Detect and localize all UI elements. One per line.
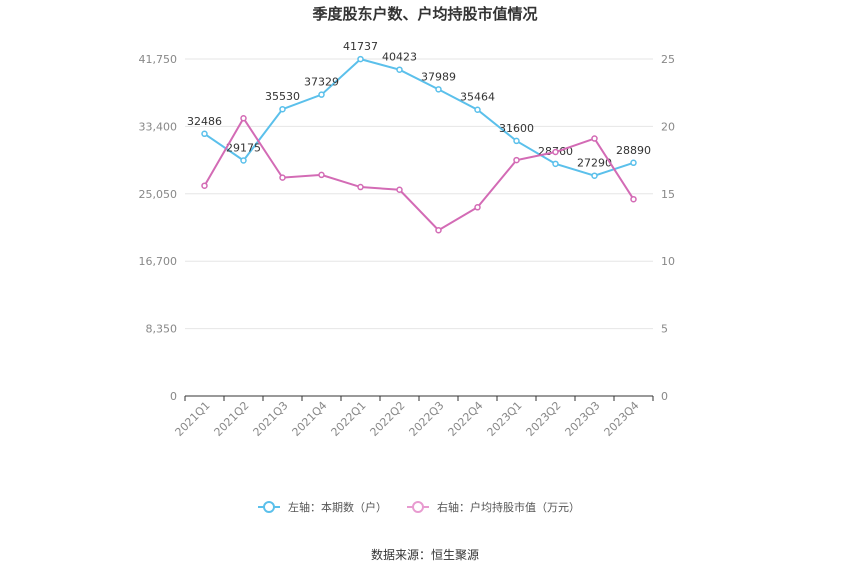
x-tick-label: 2023Q4 bbox=[602, 399, 642, 439]
point-avg-value bbox=[435, 226, 442, 234]
legend-label-households: 左轴：本期数（户） bbox=[288, 500, 387, 514]
right-axis: 0 5 10 15 20 25 bbox=[661, 53, 675, 403]
right-tick-label: 20 bbox=[661, 120, 675, 133]
x-tick-label: 2021Q4 bbox=[290, 399, 330, 439]
point-avg-value bbox=[474, 204, 481, 211]
x-tick-label: 2023Q1 bbox=[485, 399, 525, 439]
right-tick-label: 5 bbox=[661, 323, 668, 336]
left-tick-label: 25,050 bbox=[139, 188, 178, 201]
right-tick-label: 15 bbox=[661, 188, 675, 201]
point-households bbox=[435, 86, 442, 93]
left-tick-label: 33,400 bbox=[139, 120, 178, 133]
point-households bbox=[474, 106, 481, 113]
left-axis: 0 8,350 16,700 25,050 33,400 41,750 bbox=[139, 53, 178, 403]
left-tick-label: 41,750 bbox=[139, 53, 178, 66]
data-label-households: 37989 bbox=[421, 70, 456, 83]
point-avg-value bbox=[513, 156, 520, 164]
data-label-households: 35530 bbox=[265, 90, 300, 103]
point-households bbox=[240, 157, 247, 164]
x-tick-label: 2021Q3 bbox=[251, 399, 291, 439]
data-label-households: 40423 bbox=[382, 51, 417, 64]
point-avg-value bbox=[201, 182, 208, 189]
legend-marker-households bbox=[263, 501, 275, 513]
data-label-households: 28890 bbox=[616, 144, 651, 157]
series-line-avg-value bbox=[203, 116, 635, 232]
point-households bbox=[630, 159, 637, 167]
data-label-households: 37329 bbox=[304, 76, 339, 89]
point-households bbox=[396, 66, 403, 73]
point-avg-value bbox=[552, 148, 559, 156]
point-avg-value bbox=[396, 186, 403, 194]
point-households bbox=[201, 130, 208, 138]
point-households bbox=[513, 137, 520, 145]
left-tick-label: 16,700 bbox=[139, 255, 178, 268]
data-label-households: 32486 bbox=[187, 115, 222, 128]
chart-title: 季度股东户数、户均持股市值情况 bbox=[312, 5, 537, 23]
data-label-households: 31600 bbox=[499, 122, 534, 135]
legend-marker-avg-value bbox=[412, 501, 424, 513]
left-tick-label: 8,350 bbox=[146, 323, 178, 336]
series-layer: 32486 29175 35530 37329 41737 40423 37989 35464… bbox=[187, 40, 651, 234]
point-avg-value bbox=[240, 115, 247, 122]
x-tick-label: 2022Q4 bbox=[446, 399, 486, 439]
legend-label-avg-value: 右轴：户均持股市值（万元） bbox=[437, 500, 580, 514]
point-avg-value bbox=[279, 174, 286, 181]
point-avg-value bbox=[318, 171, 325, 179]
x-tick-label: 2022Q2 bbox=[368, 399, 408, 439]
x-tick-label: 2022Q3 bbox=[407, 399, 447, 439]
grid-lines bbox=[185, 58, 653, 330]
legend-item-households[interactable]: 左轴：本期数（户） bbox=[258, 500, 387, 514]
right-tick-label: 0 bbox=[661, 390, 668, 403]
right-tick-label: 10 bbox=[661, 255, 675, 268]
data-label-households: 41737 bbox=[343, 40, 378, 53]
x-axis: 2021Q12021Q22021Q32021Q42022Q12022Q22022… bbox=[173, 395, 654, 439]
point-households bbox=[279, 105, 286, 113]
x-tick-label: 2022Q1 bbox=[329, 399, 369, 439]
x-tick-label: 2023Q3 bbox=[563, 399, 603, 439]
series-line-households bbox=[203, 57, 634, 177]
data-label-households: 27290 bbox=[577, 157, 612, 170]
point-households bbox=[591, 172, 598, 179]
right-tick-label: 25 bbox=[661, 53, 675, 66]
x-tick-label: 2021Q2 bbox=[212, 399, 252, 439]
data-label-households: 35464 bbox=[460, 91, 495, 104]
left-tick-label: 0 bbox=[170, 390, 177, 403]
data-label-households: 29175 bbox=[226, 142, 261, 155]
legend-item-avg-value[interactable]: 右轴：户均持股市值（万元） bbox=[407, 500, 580, 514]
point-households bbox=[318, 91, 325, 98]
x-tick-label: 2021Q1 bbox=[173, 399, 213, 439]
point-avg-value bbox=[357, 183, 364, 191]
point-households bbox=[552, 160, 559, 168]
x-tick-label: 2023Q2 bbox=[524, 399, 564, 439]
legend: 左轴：本期数（户） 右轴：户均持股市值（万元） bbox=[258, 500, 580, 514]
point-avg-value bbox=[591, 135, 598, 142]
source-note: 数据来源：恒生聚源 bbox=[371, 547, 479, 562]
point-avg-value bbox=[630, 195, 637, 203]
point-households bbox=[357, 55, 364, 63]
